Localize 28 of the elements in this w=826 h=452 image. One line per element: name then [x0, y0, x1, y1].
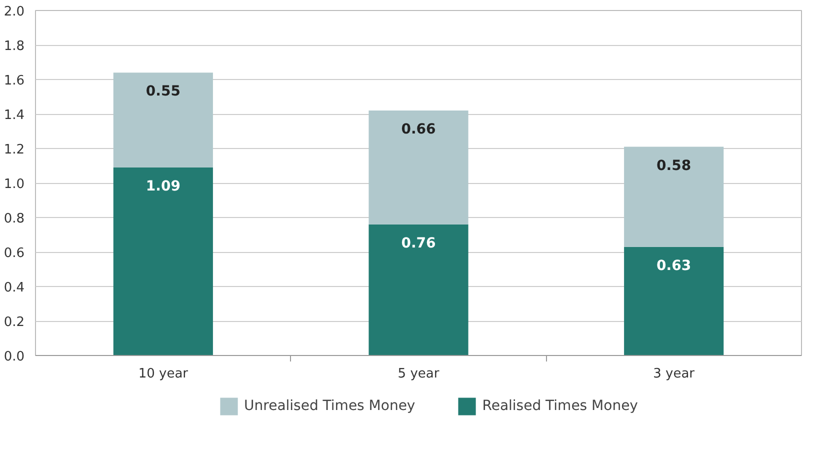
- y-tick-label: 1.0: [4, 177, 25, 192]
- y-tick-label: 0.6: [4, 246, 25, 261]
- legend-label: Unrealised Times Money: [244, 398, 416, 414]
- legend-label: Realised Times Money: [482, 398, 638, 414]
- y-tick-label: 1.8: [4, 39, 25, 54]
- y-tick-label: 1.6: [4, 74, 25, 88]
- data-label: 0.76: [401, 235, 436, 252]
- data-label: 0.63: [656, 258, 692, 274]
- bar: [368, 110, 468, 224]
- bar: [624, 246, 724, 356]
- y-tick-label: 0.4: [4, 280, 25, 296]
- y-tick-label: 0.0: [4, 350, 25, 364]
- data-label: 0.55: [146, 84, 180, 100]
- x-tick-label: 3 year: [653, 366, 696, 382]
- bar: [113, 72, 213, 168]
- data-label: 0.66: [401, 122, 436, 138]
- x-tick-label: 5 year: [398, 366, 440, 382]
- bar: [368, 224, 468, 356]
- y-tick-label: 1.2: [4, 142, 25, 158]
- y-tick-label: 0.2: [4, 315, 25, 330]
- bar: [113, 167, 213, 356]
- data-label: 0.58: [656, 158, 692, 174]
- y-tick-label: 0.8: [4, 212, 25, 226]
- data-label: 1.09: [146, 178, 180, 194]
- bar: [624, 146, 724, 247]
- y-tick-label: 1.4: [4, 108, 25, 123]
- x-tick-label: 10 year: [138, 366, 189, 382]
- y-tick-label: 2.0: [4, 4, 25, 20]
